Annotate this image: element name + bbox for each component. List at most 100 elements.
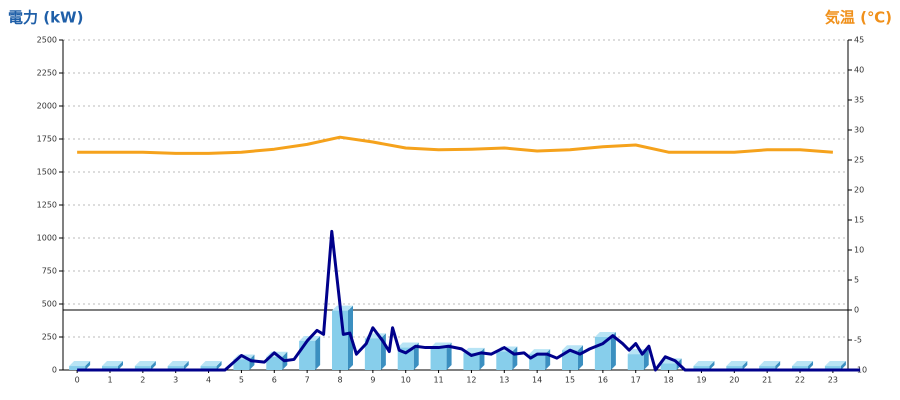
- line: [77, 229, 861, 372]
- x-tick-label: 20: [729, 376, 739, 385]
- y2-tick-label: 5: [854, 276, 859, 285]
- bar: [101, 366, 118, 370]
- bar-top: [200, 361, 222, 367]
- bar: [134, 366, 151, 370]
- bar-side: [315, 335, 321, 370]
- bar-top: [101, 361, 123, 367]
- bar-top: [759, 361, 781, 367]
- x-tick-label: 17: [631, 376, 641, 385]
- bar-side: [840, 361, 846, 370]
- bar-top: [562, 345, 584, 351]
- y2-tick-label: 35: [854, 96, 864, 105]
- bar-side: [578, 345, 584, 370]
- bar: [562, 350, 579, 370]
- y-tick-label: 500: [42, 300, 57, 309]
- bar-side: [150, 361, 156, 370]
- x-tick-label: 15: [565, 376, 575, 385]
- bar-side: [85, 361, 91, 370]
- bar-side: [742, 361, 748, 370]
- y2-tick-label: 45: [854, 36, 864, 45]
- bar-top: [726, 361, 748, 367]
- bar: [759, 366, 776, 370]
- y2-tick-label: 25: [854, 156, 864, 165]
- bar-top: [463, 347, 485, 353]
- y-tick-label: 1250: [37, 201, 57, 210]
- x-tick-label: 2: [140, 376, 145, 385]
- x-tick-label: 22: [795, 376, 805, 385]
- x-tick-label: 13: [499, 376, 509, 385]
- bar-top: [693, 361, 715, 367]
- y2-tick-label: 15: [854, 216, 864, 225]
- y2-tick-label: 40: [854, 66, 864, 75]
- y2-tick-label: 20: [854, 186, 864, 195]
- bar: [364, 338, 381, 370]
- bar-side: [709, 361, 715, 370]
- x-tick-label: 4: [206, 376, 211, 385]
- y-tick-label: 2000: [37, 102, 57, 111]
- bar: [627, 354, 644, 370]
- y-tick-label: 2500: [37, 36, 57, 45]
- line: [77, 135, 833, 155]
- bar-side: [216, 361, 222, 370]
- y2-tick-label: -5: [854, 336, 862, 345]
- bar-top: [792, 361, 814, 367]
- x-tick-label: 11: [433, 376, 443, 385]
- bar: [69, 366, 86, 370]
- bar-side: [808, 361, 814, 370]
- bar: [266, 356, 283, 370]
- bar-side: [183, 361, 189, 370]
- x-tick-label: 19: [696, 376, 706, 385]
- y-tick-label: 0: [52, 366, 57, 375]
- x-tick-label: 6: [272, 376, 277, 385]
- bar-side: [775, 361, 781, 370]
- y2-axis-title: 気温 (℃): [825, 9, 892, 27]
- y-tick-label: 2250: [37, 69, 57, 78]
- bar-top: [134, 361, 156, 367]
- bar: [693, 366, 710, 370]
- bar-top: [167, 361, 189, 367]
- y2-tick-label: 10: [854, 246, 864, 255]
- bar: [332, 310, 349, 370]
- bar: [792, 366, 809, 370]
- x-tick-label: 23: [828, 376, 838, 385]
- bar: [496, 351, 513, 370]
- bar-side: [413, 342, 419, 370]
- y-tick-label: 1500: [37, 168, 57, 177]
- bar-top: [69, 361, 91, 367]
- x-tick-label: 12: [466, 376, 476, 385]
- bar: [824, 366, 841, 370]
- bar-top: [824, 361, 846, 367]
- y2-tick-label: -10: [854, 366, 867, 375]
- y-tick-label: 750: [42, 267, 57, 276]
- y-tick-label: 1750: [37, 135, 57, 144]
- x-tick-label: 21: [762, 376, 772, 385]
- x-tick-label: 9: [370, 376, 375, 385]
- bar: [463, 352, 480, 370]
- y-axis-title: 電力 (kW): [8, 9, 83, 27]
- bar-top: [332, 305, 354, 311]
- bar: [726, 366, 743, 370]
- bar-side: [446, 342, 452, 370]
- bar-side: [117, 361, 123, 370]
- bar: [167, 366, 184, 370]
- x-tick-label: 18: [663, 376, 673, 385]
- x-tick-label: 1: [107, 376, 112, 385]
- bar: [660, 363, 677, 370]
- x-tick-label: 10: [401, 376, 411, 385]
- bar: [233, 359, 250, 370]
- bar: [430, 347, 447, 370]
- x-tick-label: 16: [598, 376, 608, 385]
- y2-tick-label: 30: [854, 126, 864, 135]
- bar-side: [610, 332, 616, 370]
- bar-side: [643, 349, 649, 370]
- bar: [397, 347, 414, 370]
- x-tick-label: 3: [173, 376, 178, 385]
- x-tick-label: 14: [532, 376, 542, 385]
- x-tick-label: 5: [239, 376, 244, 385]
- bar: [299, 340, 316, 370]
- x-tick-label: 7: [305, 376, 310, 385]
- y2-tick-label: 0: [854, 306, 859, 315]
- bar: [200, 366, 217, 370]
- x-tick-label: 0: [75, 376, 80, 385]
